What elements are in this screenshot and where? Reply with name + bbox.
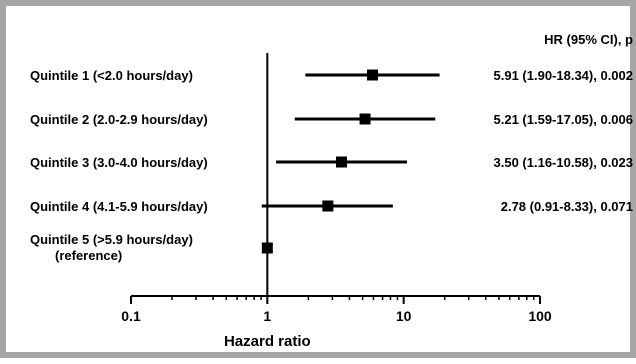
hr-point — [367, 69, 379, 81]
hr-point — [359, 113, 371, 125]
row-label: Quintile 2 (2.0-2.9 hours/day) — [30, 112, 208, 127]
row-annotation: 2.78 (0.91-8.33), 0.071 — [501, 199, 633, 214]
hr-point — [261, 242, 273, 254]
row-annotation: 3.50 (1.16-10.58), 0.023 — [494, 155, 634, 170]
x-tick-label: 100 — [528, 308, 552, 324]
x-tick-label: 0.1 — [121, 308, 141, 324]
row-annotation: 5.91 (1.90-18.34), 0.002 — [494, 68, 634, 83]
x-axis-title: Hazard ratio — [224, 333, 311, 350]
hr-point — [336, 156, 348, 168]
row-label-line2: (reference) — [55, 248, 122, 263]
row-annotation: 5.21 (1.59-17.05), 0.006 — [494, 112, 634, 127]
column-header: HR (95% CI), p — [544, 32, 633, 47]
row-label: Quintile 1 (<2.0 hours/day) — [30, 68, 193, 83]
row-label: Quintile 4 (4.1-5.9 hours/day) — [30, 199, 208, 214]
x-tick-label: 1 — [263, 308, 271, 324]
row-label: Quintile 5 (>5.9 hours/day) — [30, 232, 193, 247]
hr-point — [322, 200, 334, 212]
row-label: Quintile 3 (3.0-4.0 hours/day) — [30, 155, 208, 170]
x-tick-label: 10 — [396, 308, 412, 324]
forest-plot: HR (95% CI), p 0.1 1 10 100 Hazard ratio Quint… — [30, 32, 634, 350]
